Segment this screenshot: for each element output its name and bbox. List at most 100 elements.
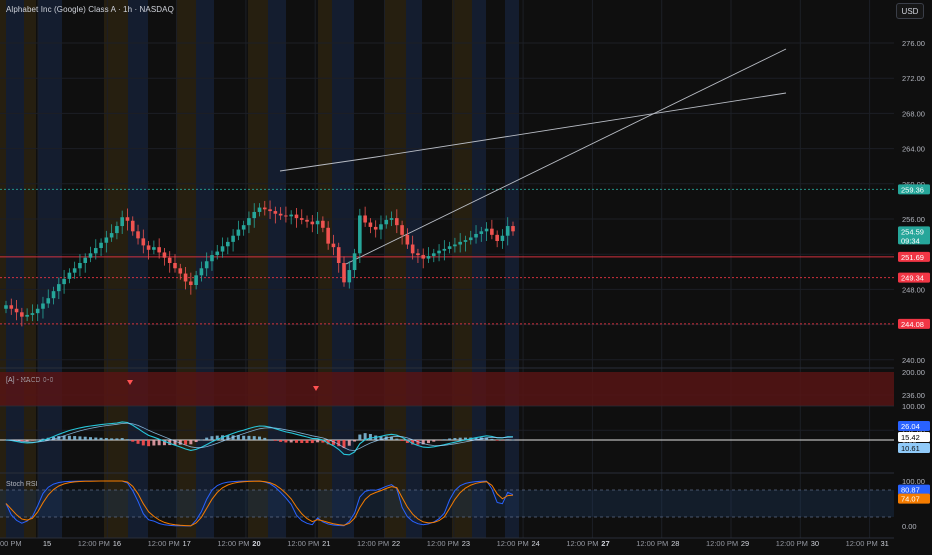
macd-histogram-bar xyxy=(136,440,140,444)
macd-histogram-bar xyxy=(210,436,214,440)
macd-histogram-bar xyxy=(89,437,92,440)
macd-histogram-bar xyxy=(41,438,45,440)
candle xyxy=(484,228,489,232)
macd-histogram-bar xyxy=(205,437,209,440)
time-axis: 00 PM 15 12:00 PM 16 12:00 PM 17 12:00 PM 20 12:… xyxy=(0,539,889,548)
time-axis-label: 12:00 PM xyxy=(148,539,180,548)
macd-value-tag xyxy=(898,443,930,453)
stoch-value-tag-text: 74.07 xyxy=(901,495,920,504)
candle xyxy=(46,298,51,304)
candle xyxy=(30,313,35,315)
macd-value-tag xyxy=(898,432,930,442)
candle xyxy=(458,241,462,245)
candle xyxy=(257,207,262,212)
macd-histogram-bar xyxy=(194,440,198,443)
macd-histogram-bar xyxy=(321,440,325,443)
candle xyxy=(88,253,93,258)
macd-histogram-bar xyxy=(294,440,298,443)
macd-value-tag xyxy=(898,421,930,431)
candle xyxy=(431,253,436,256)
macd-tick-label: 100.00 xyxy=(902,402,925,411)
candle xyxy=(14,308,19,313)
macd-histogram-bar xyxy=(120,438,124,440)
symbol-title[interactable]: Alphabet Inc (Google) Class A · 1h · NAS… xyxy=(6,5,174,14)
candle xyxy=(99,242,103,249)
macd-histogram-bar xyxy=(178,440,182,445)
candle xyxy=(72,268,77,273)
candle xyxy=(479,231,484,234)
trendline xyxy=(279,156,377,172)
macd-label[interactable]: [A] - 𝙼𝙰𝙲𝙳 𝟶-𝟶 xyxy=(6,377,54,384)
candle xyxy=(336,247,341,263)
candle xyxy=(395,218,399,226)
stoch-rsi-label[interactable]: Stoch RSI xyxy=(6,481,38,488)
macd-histogram-bar xyxy=(242,435,246,440)
macd-histogram-bar xyxy=(400,440,404,441)
price-tick-label: 260.00 xyxy=(902,180,925,189)
candle xyxy=(426,255,431,259)
macd-histogram-bar xyxy=(421,440,425,445)
macd-histogram-bar xyxy=(448,438,452,440)
currency-button[interactable]: USD xyxy=(896,3,924,19)
candle xyxy=(447,246,452,249)
candle xyxy=(226,241,230,247)
candle xyxy=(442,248,447,251)
macd-histogram-bar xyxy=(263,437,267,440)
macd-histogram-bar xyxy=(342,440,346,449)
candle xyxy=(120,217,124,227)
candle xyxy=(241,225,246,230)
candle xyxy=(220,246,225,252)
candle xyxy=(41,303,45,309)
candle xyxy=(400,225,404,235)
candle xyxy=(194,275,198,285)
macd-histogram-bar xyxy=(506,439,510,440)
time-axis-label: 12:00 PM xyxy=(217,539,249,548)
macd-histogram-bar xyxy=(289,440,293,443)
candle xyxy=(331,243,336,248)
macd-histogram-bar xyxy=(368,434,372,440)
price-tick-label: 264.00 xyxy=(902,145,925,154)
candle xyxy=(4,305,8,309)
macd-histogram-bar xyxy=(437,440,441,441)
session-band xyxy=(384,0,406,538)
macd-histogram-bar xyxy=(337,440,341,447)
macd-histogram-bar xyxy=(189,440,193,445)
support-price-tag xyxy=(898,272,930,283)
macd-histogram-bar xyxy=(268,439,272,440)
stoch-tick-label: 100.00 xyxy=(902,477,925,486)
macd-histogram-bar xyxy=(416,440,420,445)
candle xyxy=(347,270,352,283)
macd-histogram-bar xyxy=(184,440,188,445)
candle xyxy=(379,224,383,230)
macd-value-tag-text: 10.61 xyxy=(901,444,920,453)
macd-histogram-bar xyxy=(284,440,288,443)
macd-histogram-bar xyxy=(94,437,98,440)
candle xyxy=(284,215,288,217)
stoch-rsi-indicator xyxy=(0,480,895,527)
horizontal-levels xyxy=(0,188,895,325)
macd-histogram-bar xyxy=(199,439,203,441)
session-band xyxy=(472,0,486,538)
candle xyxy=(20,312,24,317)
candle xyxy=(352,253,357,271)
time-axis-label: 12:00 PM xyxy=(427,539,459,548)
macd-histogram-bar xyxy=(442,439,446,440)
candle xyxy=(495,234,499,241)
session-band xyxy=(505,0,519,538)
trendlines xyxy=(279,48,787,265)
candle xyxy=(199,268,204,276)
macd-histogram-bar xyxy=(83,436,87,440)
time-axis-label: 15 xyxy=(43,539,51,548)
macd-histogram-bar xyxy=(300,440,304,443)
macd-histogram-bar xyxy=(427,440,430,444)
candle xyxy=(215,251,220,256)
macd-histogram-bar xyxy=(258,436,261,440)
candle xyxy=(373,226,378,230)
support-price-tag-text: 244.08 xyxy=(901,320,924,329)
candle xyxy=(35,308,40,314)
stoch-d-line xyxy=(5,480,514,527)
macd-value-tag-text: 26.04 xyxy=(901,422,920,431)
candle xyxy=(368,222,373,227)
